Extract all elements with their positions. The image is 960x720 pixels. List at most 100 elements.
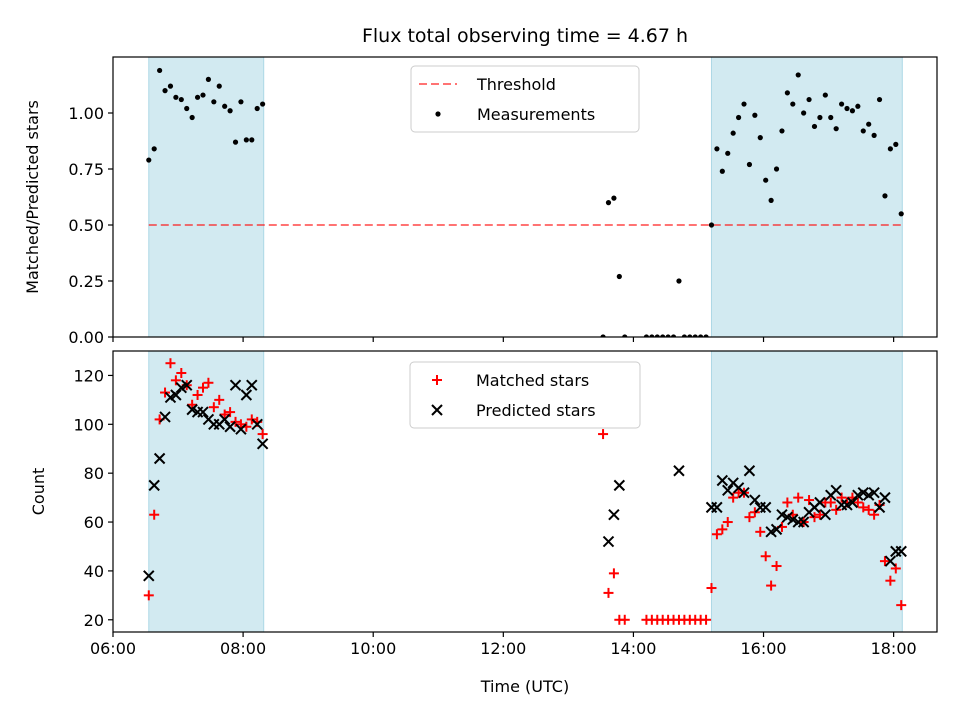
data-point	[833, 126, 839, 132]
data-point	[711, 501, 723, 514]
data-point	[885, 575, 896, 586]
data-point	[763, 177, 769, 183]
x-tick-label: 14:00	[610, 639, 656, 658]
data-point	[752, 112, 758, 118]
plot-area	[146, 57, 904, 337]
data-point	[178, 96, 184, 103]
y-tick-label: 60	[84, 513, 104, 532]
data-point	[771, 561, 782, 572]
data-point	[687, 334, 693, 337]
data-point	[749, 507, 760, 518]
data-point	[858, 502, 869, 513]
chart-title: Flux total observing time = 4.67 h	[362, 25, 688, 47]
data-point	[836, 492, 847, 503]
data-point	[224, 421, 236, 433]
data-point	[893, 141, 899, 147]
data-point	[157, 67, 163, 74]
legend-box	[409, 361, 641, 429]
legend-handle	[435, 111, 441, 117]
data-point	[831, 504, 842, 515]
x-tick-label: 06:00	[90, 639, 136, 658]
data-point	[759, 501, 772, 514]
data-point	[838, 101, 845, 107]
legend: Matched stars Predicted stars	[409, 361, 641, 429]
data-point	[598, 429, 609, 440]
data-point	[162, 88, 168, 94]
data-point	[611, 195, 617, 201]
data-point	[251, 418, 263, 431]
data-point	[814, 496, 826, 509]
data-point	[230, 416, 241, 427]
data-point	[673, 465, 685, 477]
data-point	[246, 379, 258, 391]
data-point	[871, 132, 877, 138]
data-point	[887, 146, 893, 152]
data-point	[882, 193, 888, 199]
data-point	[866, 121, 872, 127]
data-point	[706, 583, 717, 594]
data-point	[232, 139, 239, 145]
data-point	[151, 146, 157, 152]
series-predicted-stars	[143, 379, 907, 582]
data-point	[240, 389, 253, 401]
y-tick-label: 0.75	[68, 160, 104, 179]
data-point	[855, 103, 861, 109]
data-point	[200, 92, 206, 98]
data-point	[203, 377, 214, 388]
data-point	[703, 334, 709, 337]
data-point	[243, 137, 249, 143]
data-point	[692, 334, 698, 337]
series-matched-stars	[143, 358, 907, 625]
data-point	[738, 487, 750, 499]
data-point	[779, 128, 785, 134]
data-point	[681, 334, 687, 337]
data-point	[819, 509, 832, 521]
data-point	[741, 101, 747, 107]
data-point	[225, 407, 236, 418]
data-point	[725, 150, 731, 156]
data-point	[208, 402, 219, 413]
data-point	[768, 197, 774, 203]
data-point	[728, 492, 739, 503]
data-point	[846, 496, 859, 509]
data-point	[773, 166, 780, 172]
data-point	[619, 614, 630, 625]
data-point	[211, 99, 217, 105]
data-point	[176, 367, 187, 378]
data-point	[643, 334, 650, 337]
data-point	[600, 334, 606, 337]
data-point	[814, 509, 825, 520]
y-tick-label: 1.00	[68, 104, 104, 123]
x-tick-label: 16:00	[740, 639, 786, 658]
legend: Threshold Measurements	[410, 65, 640, 133]
data-point	[622, 334, 628, 337]
data-point	[192, 389, 203, 400]
data-point	[717, 524, 728, 535]
data-point	[167, 83, 174, 89]
legend-label: Matched stars	[476, 371, 589, 390]
data-point	[159, 411, 171, 423]
data-point	[716, 474, 729, 487]
x-tick-label: 12:00	[480, 639, 526, 658]
data-point	[260, 101, 266, 107]
y-axis-label: Matched/Predicted stars	[23, 100, 42, 294]
data-point	[876, 96, 883, 103]
data-point	[160, 387, 171, 398]
plot-area	[143, 351, 907, 632]
data-point	[797, 516, 810, 528]
data-point	[890, 563, 901, 574]
data-point	[825, 497, 836, 508]
data-point	[194, 94, 201, 100]
data-point	[143, 590, 154, 601]
legend-handle	[432, 375, 442, 385]
data-point	[879, 556, 890, 567]
data-point	[165, 358, 176, 369]
data-point	[898, 211, 904, 217]
data-point	[219, 409, 230, 420]
data-point	[795, 72, 801, 78]
data-point	[143, 570, 155, 582]
data-point	[722, 484, 734, 496]
flux-ratio-panel: 0.00 0.25 0.50 0.75 1.00 Matched/Predicted st…	[23, 25, 938, 347]
data-point	[860, 128, 866, 134]
